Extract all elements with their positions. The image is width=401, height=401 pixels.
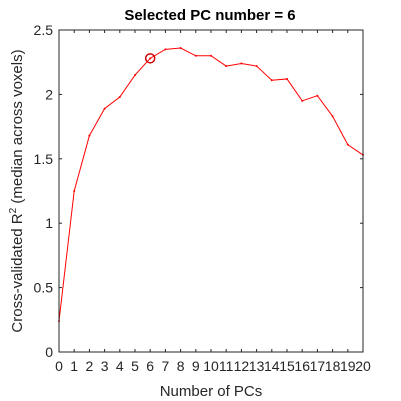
x-tick-label: 13	[249, 358, 265, 374]
x-tick-label: 5	[131, 358, 139, 374]
data-point	[225, 65, 228, 68]
x-tick-label: 11	[219, 358, 234, 374]
data-point	[194, 54, 197, 57]
y-tick-label: 1	[45, 215, 53, 231]
plot-area	[59, 30, 363, 352]
selected-point-marker	[144, 53, 156, 64]
x-tick-label: 12	[234, 358, 250, 374]
data-point	[149, 57, 152, 60]
x-tick-label: 3	[101, 358, 109, 374]
x-tick-label: 20	[355, 358, 371, 374]
x-tick-label: 9	[192, 358, 200, 374]
data-point	[240, 62, 243, 65]
data-point	[286, 77, 288, 80]
y-ticks: 0 0.5 1 1.5 2 2.5	[34, 22, 363, 360]
x-tick-label: 8	[177, 358, 185, 374]
x-tick-label: 7	[162, 358, 170, 374]
data-point	[331, 115, 334, 118]
x-tick-label: 10	[203, 358, 219, 374]
x-tick-label: 2	[86, 358, 94, 374]
x-tick-label: 4	[116, 358, 124, 374]
data-point	[255, 65, 258, 68]
y-axis-label: Cross-validated R2 (median across voxels…	[8, 49, 26, 332]
y-tick-label: 0	[45, 344, 53, 360]
data-point	[210, 54, 212, 57]
data-point	[316, 94, 319, 97]
y-tick-label: 2	[45, 86, 53, 102]
data-point	[118, 95, 121, 98]
x-tick-label: 15	[279, 358, 295, 374]
x-tick-label: 18	[325, 358, 341, 374]
data-point	[270, 79, 273, 82]
y-axis-label-main: Cross-validated R	[9, 213, 26, 332]
data-point	[73, 190, 76, 192]
x-tick-label: 19	[340, 358, 356, 374]
data-point	[88, 134, 91, 137]
y-tick-label: 1.5	[34, 151, 54, 167]
plot-frame	[58, 29, 364, 353]
data-point	[346, 143, 349, 146]
y-tick-label: 0.5	[34, 280, 54, 296]
data-point	[179, 47, 182, 50]
chart-title: Selected PC number = 6	[124, 7, 295, 24]
x-tick-label: 0	[55, 358, 63, 374]
x-tick-label: 1	[70, 358, 78, 374]
y-tick-label: 2.5	[34, 22, 54, 38]
data-point	[301, 99, 304, 102]
x-tick-label: 6	[146, 358, 154, 374]
data-point	[164, 48, 167, 51]
x-tick-label: 14	[264, 358, 280, 374]
data-point	[134, 74, 136, 77]
data-point	[103, 107, 106, 110]
x-ticks: 0 1 2 3 4 5 6 7 8 9 10 11 12 13 14 15 16 17 18 19 20	[55, 30, 371, 374]
y-axis-label-superscript: 2	[8, 207, 19, 213]
x-tick-label: 17	[310, 358, 326, 374]
x-tick-label: 16	[294, 358, 310, 374]
y-axis-label-suffix: (median across voxels)	[9, 49, 26, 207]
x-axis-label: Number of PCs	[160, 383, 263, 400]
